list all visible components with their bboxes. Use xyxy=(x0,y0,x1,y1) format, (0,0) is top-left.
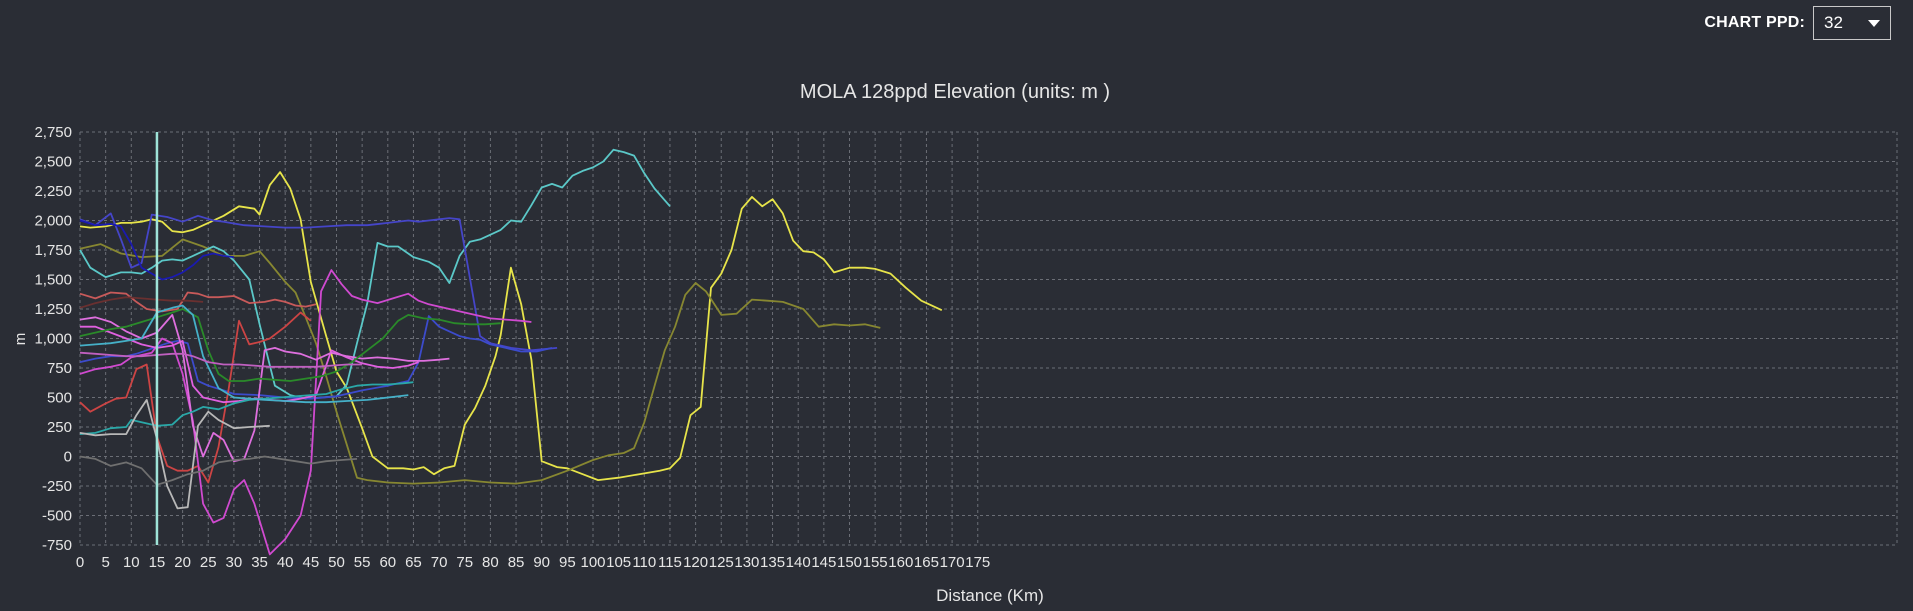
x-tick-label: 45 xyxy=(303,554,320,571)
series-line-8 xyxy=(79,269,532,556)
x-tick-label: 70 xyxy=(431,554,448,571)
x-tick-label: 10 xyxy=(123,554,140,571)
y-tick-label: 0 xyxy=(64,449,72,466)
series-line-17 xyxy=(79,351,363,368)
x-tick-label: 145 xyxy=(811,554,836,571)
x-tick-label: 140 xyxy=(786,554,811,571)
x-tick-label: 165 xyxy=(914,554,939,571)
y-tick-label: 2,750 xyxy=(34,124,72,141)
x-tick-label: 35 xyxy=(251,554,268,571)
x-tick-label: 125 xyxy=(709,554,734,571)
x-tick-label: 105 xyxy=(606,554,631,571)
series-line-4 xyxy=(79,212,558,352)
x-tick-label: 80 xyxy=(482,554,499,571)
x-axis-label: Distance (Km) xyxy=(936,586,1044,605)
x-tick-label: 85 xyxy=(508,554,525,571)
y-tick-label: 1,250 xyxy=(34,301,72,318)
x-tick-label: 75 xyxy=(456,554,473,571)
series-line-10 xyxy=(79,313,450,463)
x-tick-label: 0 xyxy=(76,554,84,571)
y-tick-label: -500 xyxy=(42,508,72,525)
x-tick-label: 20 xyxy=(174,554,191,571)
chart-title: MOLA 128ppd Elevation (units: m ) xyxy=(800,81,1110,103)
x-tick-label: 120 xyxy=(683,554,708,571)
y-tick-label: 2,250 xyxy=(34,183,72,200)
x-tick-label: 25 xyxy=(200,554,217,571)
series-line-14 xyxy=(79,398,270,510)
series-line-2 xyxy=(79,238,881,485)
x-tick-label: 170 xyxy=(940,554,965,571)
x-tick-label: 100 xyxy=(580,554,605,571)
series-line-13 xyxy=(79,304,409,404)
x-tick-label: 150 xyxy=(837,554,862,571)
x-tick-label: 65 xyxy=(405,554,422,571)
x-tick-label: 40 xyxy=(277,554,294,571)
chart-ppd-select[interactable]: 32 xyxy=(1813,6,1891,40)
chart-ppd-label: CHART PPD: xyxy=(1704,14,1805,31)
x-tick-label: 15 xyxy=(149,554,166,571)
chart-ppd-value: 32 xyxy=(1824,13,1843,32)
y-tick-label: -750 xyxy=(42,537,72,554)
chart-axes: 0 5 10 15 20 25 30 35 40 45 50 55 60 65 70 75 80 85 90 95 10… xyxy=(34,124,990,571)
series-line-9 xyxy=(80,325,419,404)
y-tick-label: 1,750 xyxy=(34,242,72,259)
y-tick-label: 1,500 xyxy=(34,272,72,289)
y-axis-label: m xyxy=(12,333,29,346)
y-tick-label: 500 xyxy=(47,390,72,407)
series-line-16 xyxy=(79,219,235,281)
y-tick-label: 250 xyxy=(47,419,72,436)
x-tick-label: 155 xyxy=(863,554,888,571)
series-line-12 xyxy=(79,381,414,435)
y-tick-label: 2,500 xyxy=(34,154,72,171)
chevron-down-icon xyxy=(1868,19,1880,27)
chart-ppd-control: CHART PPD: 32 xyxy=(1704,6,1891,40)
x-tick-label: 90 xyxy=(533,554,550,571)
x-tick-label: 95 xyxy=(559,554,576,571)
chart-series-group xyxy=(79,148,943,556)
y-tick-label: 750 xyxy=(47,360,72,377)
y-tick-label: 2,000 xyxy=(34,213,72,230)
series-line-15 xyxy=(79,455,358,486)
x-tick-label: 130 xyxy=(734,554,759,571)
series-line-18 xyxy=(79,296,204,309)
x-tick-label: 160 xyxy=(888,554,913,571)
series-line-7 xyxy=(79,291,317,313)
x-tick-label: 50 xyxy=(328,554,345,571)
x-tick-label: 60 xyxy=(379,554,396,571)
y-tick-label: 1,000 xyxy=(34,331,72,348)
x-tick-label: 110 xyxy=(632,554,656,571)
chart-grid xyxy=(79,131,1898,546)
x-tick-label: 5 xyxy=(101,554,109,571)
x-tick-label: 135 xyxy=(760,554,785,571)
x-tick-label: 30 xyxy=(226,554,243,571)
series-line-1 xyxy=(79,171,943,482)
x-tick-label: 175 xyxy=(965,554,990,571)
y-tick-label: -250 xyxy=(42,478,72,495)
series-line-5 xyxy=(79,315,553,400)
series-line-3 xyxy=(79,148,671,400)
x-tick-label: 115 xyxy=(658,554,682,571)
x-tick-label: 55 xyxy=(354,554,371,571)
